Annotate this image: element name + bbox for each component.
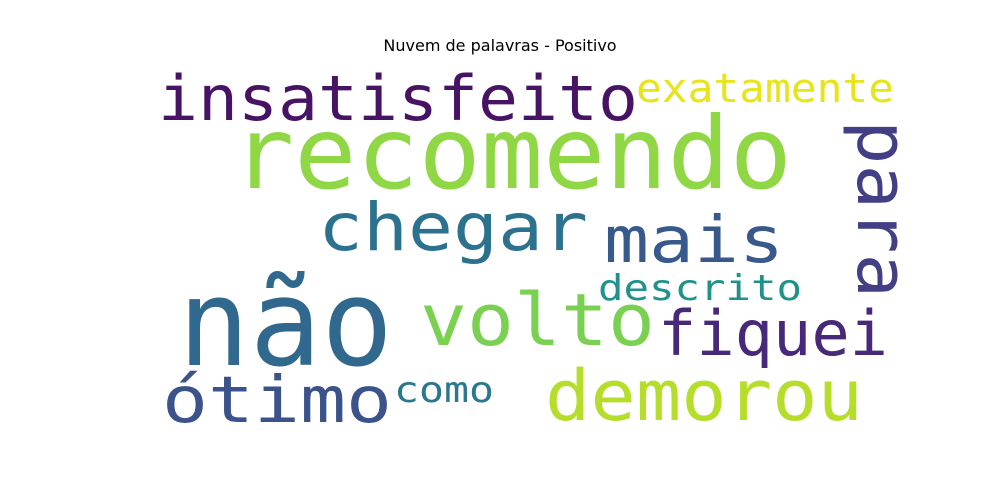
word-0: não: [178, 255, 393, 394]
word-6: mais: [604, 204, 784, 278]
word-5: chegar: [318, 189, 588, 266]
word-1: recomendo: [232, 95, 792, 212]
chart-title: Nuvem de palavras - Positivo: [383, 36, 617, 55]
word-3: volto: [420, 278, 655, 362]
word-11: descrito: [598, 268, 802, 309]
word-12: como: [394, 370, 494, 411]
word-9: ótimo: [162, 364, 392, 438]
word-4: demorou: [545, 355, 863, 437]
word-8: fiquei: [658, 297, 888, 370]
word-7: para: [841, 120, 923, 298]
word-2: insatisfeito: [158, 62, 638, 135]
word-10: exatamente: [636, 66, 894, 112]
